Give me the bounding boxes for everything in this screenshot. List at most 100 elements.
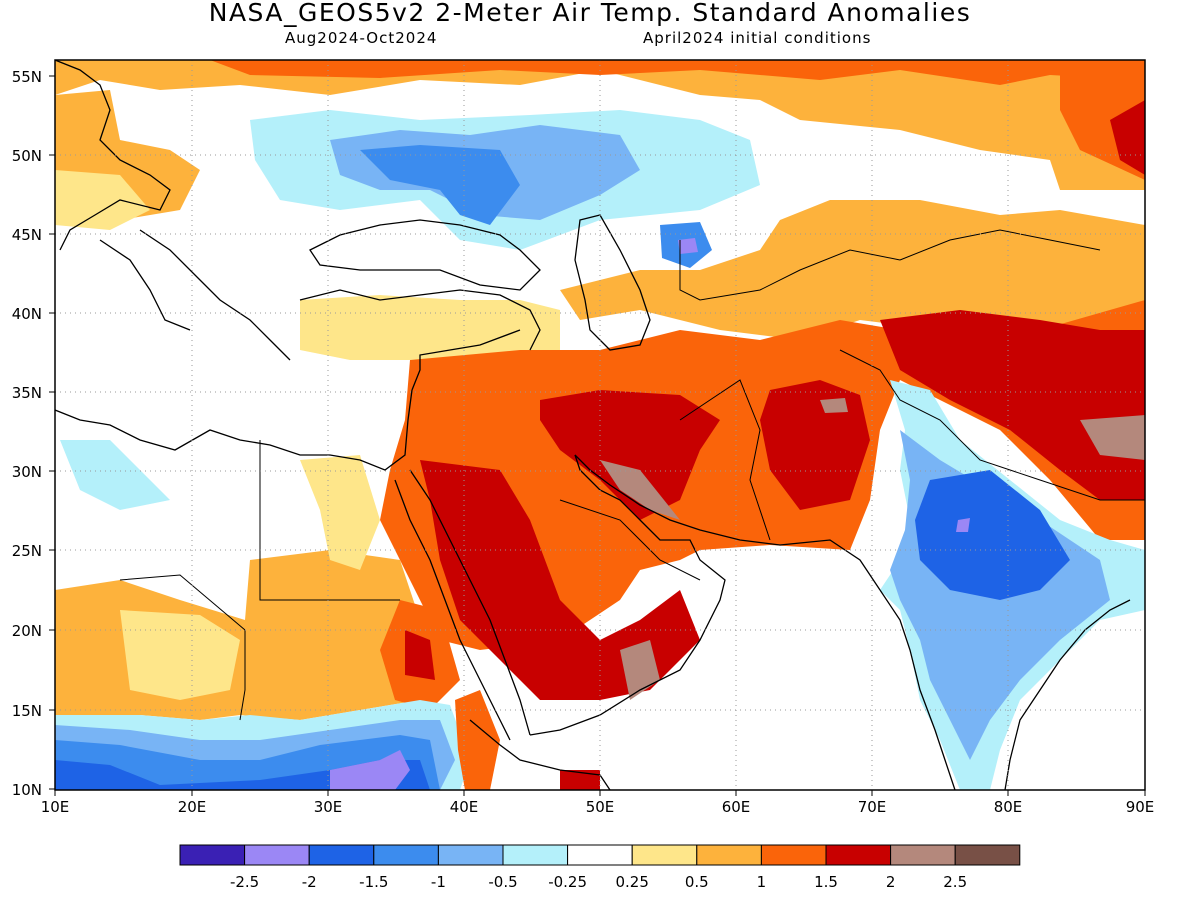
anomaly-central-asia	[560, 200, 1145, 340]
black-sea	[309, 219, 541, 291]
india-east-coast	[1004, 599, 1131, 790]
legend-tick-label: -0.5	[488, 873, 517, 891]
legend-tick-label: 1.5	[814, 873, 838, 891]
lat-label: 30N	[12, 463, 42, 481]
legend-swatch	[244, 844, 310, 866]
anomaly-western-europe-yellow	[55, 170, 150, 230]
legend-tick-label: 0.25	[615, 873, 648, 891]
anomaly-north-light-orange	[55, 60, 1145, 190]
legend-swatch	[567, 844, 633, 866]
lon-label: 60E	[722, 798, 751, 816]
legend-swatch	[502, 844, 569, 866]
lat-label: 45N	[12, 226, 42, 244]
anomaly-egypt-yellow	[300, 455, 380, 570]
border-egypt	[259, 440, 400, 601]
gridlines	[55, 60, 1145, 790]
arabia-south-coast	[529, 454, 726, 736]
legend-tick-label: 1	[757, 873, 767, 891]
legend-tick-label: -1	[431, 873, 446, 891]
border-saudi	[559, 499, 701, 581]
lon-label: 70E	[858, 798, 887, 816]
anomaly-horn-orange	[455, 690, 500, 790]
anomaly-india-purple	[956, 518, 970, 532]
lat-label: 50N	[12, 147, 42, 165]
legend-swatch	[631, 844, 698, 866]
anomaly-himalaya-red	[880, 310, 1145, 500]
anomaly-sudan-red	[405, 630, 435, 680]
anomaly-fields	[55, 60, 1145, 790]
lat-label: 35N	[12, 384, 42, 402]
longitude-labels: 10E 20E 30E 40E 50E 60E 70E 80E 90E	[41, 798, 1155, 816]
legend-tick-label: -0.25	[548, 873, 587, 891]
anomaly-north-orange	[210, 60, 1145, 85]
legend-swatch	[437, 844, 504, 866]
lon-label: 50E	[586, 798, 615, 816]
legend-swatch	[825, 844, 892, 866]
border-central-asia	[679, 240, 901, 301]
legend-swatch	[954, 844, 1021, 866]
anomaly-aral-purple	[678, 238, 698, 254]
legend-tick-label: -2.5	[230, 873, 259, 891]
turkey-coast	[299, 289, 541, 351]
anomaly-iraq-red	[540, 390, 720, 520]
lon-label: 30E	[314, 798, 343, 816]
border-kazakh	[899, 229, 1101, 261]
axis-ticks	[49, 75, 1146, 796]
levant-coast	[411, 329, 521, 391]
caspian-sea	[574, 214, 651, 351]
border-himalaya	[839, 349, 1145, 501]
lat-label: 15N	[12, 702, 42, 720]
anomaly-cool-blue	[360, 145, 520, 225]
europe-coast	[55, 60, 171, 251]
anomaly-somalia-red	[560, 770, 600, 790]
legend-swatch	[373, 844, 439, 866]
legend-tick-label: 0.5	[685, 873, 709, 891]
anomaly-sahel-yellow	[120, 610, 240, 700]
balkan-coast	[139, 229, 291, 361]
border-iran-afghan	[679, 379, 771, 541]
india-west-coast	[879, 589, 956, 790]
gulf-of-aden	[469, 719, 611, 790]
iran-pakistan-coast	[574, 454, 881, 591]
anomaly-turkey-yellow	[300, 295, 560, 360]
legend-tick-label: 2	[886, 873, 896, 891]
lat-label: 25N	[12, 542, 42, 560]
anomaly-ethiopia-purple	[330, 750, 410, 790]
coastlines	[55, 60, 1131, 790]
chart-title: NASA_GEOS5v2 2-Meter Air Temp. Standard …	[208, 0, 972, 27]
lon-label: 20E	[178, 798, 207, 816]
lon-label: 90E	[1126, 798, 1155, 816]
legend-tick-label: -2	[302, 873, 317, 891]
forecast-period: Aug2024-Oct2024	[285, 29, 438, 47]
legend-swatch	[760, 844, 827, 866]
legend-swatch	[890, 844, 956, 866]
anomaly-iran-red	[760, 380, 870, 510]
lon-label: 80E	[994, 798, 1023, 816]
anomaly-india-blue	[915, 470, 1070, 600]
latitude-labels: 55N 50N 45N 40N 35N 30N 25N 20N 15N 10N	[12, 68, 42, 799]
lon-label: 40E	[450, 798, 479, 816]
mediterranean-south-coast	[55, 389, 413, 471]
italy	[99, 239, 191, 331]
lat-label: 55N	[12, 68, 42, 86]
lon-label: 10E	[41, 798, 70, 816]
lat-label: 20N	[12, 622, 42, 640]
legend-swatch	[179, 844, 246, 866]
anomaly-libya-cyan	[60, 440, 170, 510]
initial-conditions: April2024 initial conditions	[643, 29, 872, 47]
legend-tick-label: 2.5	[943, 873, 967, 891]
anomaly-tibet-brown	[1080, 415, 1145, 460]
legend-swatch	[308, 844, 375, 866]
lat-label: 10N	[12, 781, 42, 799]
red-sea-west	[394, 479, 511, 741]
color-legend	[179, 844, 1021, 866]
legend-labels: -2.5 -2 -1.5 -1 -0.5 -0.25 0.25 0.5 1 1.5 2 2.5	[230, 873, 967, 891]
anomaly-arabia-red	[420, 460, 700, 700]
legend-tick-label: -1.5	[359, 873, 388, 891]
lat-label: 40N	[12, 305, 42, 323]
anomaly-northeast-red	[1110, 100, 1145, 175]
anomaly-iran-brown	[820, 398, 848, 413]
anomaly-gulf-brown	[600, 460, 680, 520]
red-sea-east	[409, 469, 531, 736]
